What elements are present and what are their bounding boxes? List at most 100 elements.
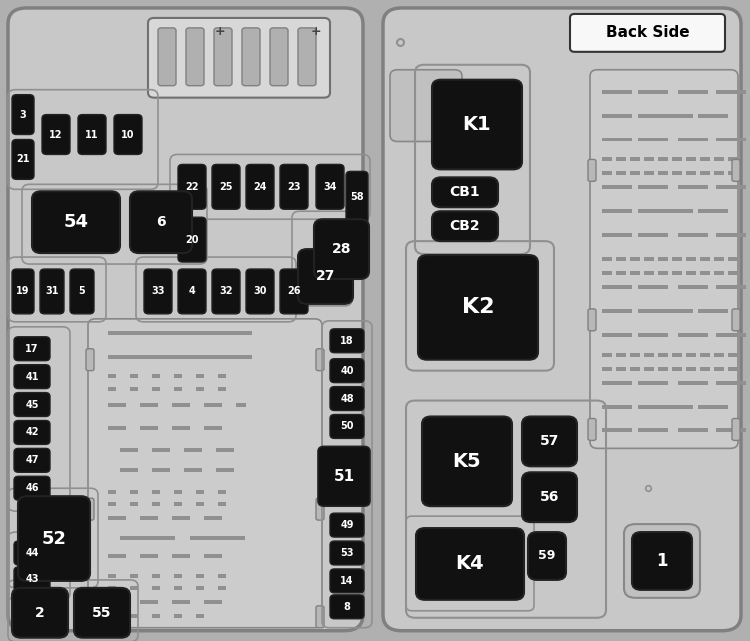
Bar <box>698 113 728 117</box>
Text: 8: 8 <box>344 602 350 612</box>
Bar <box>108 374 116 378</box>
Bar <box>130 586 138 590</box>
Text: 24: 24 <box>254 182 267 192</box>
Bar <box>174 490 182 494</box>
FancyBboxPatch shape <box>522 472 577 522</box>
Bar <box>714 257 724 261</box>
Text: 25: 25 <box>219 182 232 192</box>
Bar <box>714 367 724 370</box>
Bar <box>108 614 116 618</box>
FancyBboxPatch shape <box>298 249 353 304</box>
FancyBboxPatch shape <box>12 140 34 179</box>
FancyBboxPatch shape <box>330 541 364 565</box>
Bar <box>174 374 182 378</box>
Text: 11: 11 <box>86 129 99 140</box>
Text: K4: K4 <box>456 554 484 574</box>
Bar <box>686 257 696 261</box>
Bar <box>678 185 708 189</box>
Bar <box>602 113 632 117</box>
Bar <box>204 600 222 604</box>
FancyBboxPatch shape <box>588 309 596 331</box>
Bar <box>144 354 162 359</box>
Text: Back Side: Back Side <box>606 26 689 40</box>
Bar <box>700 367 710 370</box>
FancyBboxPatch shape <box>14 448 50 472</box>
Bar <box>728 367 738 370</box>
FancyBboxPatch shape <box>270 28 288 86</box>
Bar <box>152 374 160 378</box>
Bar <box>218 586 226 590</box>
Bar <box>616 271 626 275</box>
Bar <box>658 257 668 261</box>
FancyBboxPatch shape <box>432 178 498 207</box>
FancyBboxPatch shape <box>86 606 94 628</box>
Text: 19: 19 <box>16 287 30 296</box>
Bar <box>638 333 668 337</box>
Bar <box>698 404 728 408</box>
Bar <box>152 387 160 390</box>
Text: K2: K2 <box>462 297 494 317</box>
Text: 54: 54 <box>64 213 88 231</box>
Bar <box>130 574 138 578</box>
FancyBboxPatch shape <box>732 419 740 440</box>
Bar <box>602 428 632 433</box>
Bar <box>196 586 204 590</box>
FancyBboxPatch shape <box>14 365 50 388</box>
Text: 42: 42 <box>26 428 39 437</box>
Text: 43: 43 <box>26 574 39 584</box>
Bar <box>638 233 668 237</box>
Bar <box>658 367 668 370</box>
Bar <box>184 448 202 453</box>
FancyBboxPatch shape <box>12 95 34 135</box>
Text: 46: 46 <box>26 483 39 493</box>
Bar <box>602 185 632 189</box>
Bar <box>196 502 204 506</box>
Text: 22: 22 <box>185 182 199 192</box>
Bar <box>616 367 626 370</box>
Bar <box>184 469 202 472</box>
FancyBboxPatch shape <box>318 446 370 506</box>
Text: 45: 45 <box>26 399 39 410</box>
Text: 49: 49 <box>340 520 354 530</box>
Bar <box>196 490 204 494</box>
Bar <box>716 138 746 142</box>
Bar <box>108 574 116 578</box>
FancyBboxPatch shape <box>624 524 700 598</box>
FancyBboxPatch shape <box>588 419 596 440</box>
Bar <box>686 271 696 275</box>
Bar <box>644 367 654 370</box>
Text: 3: 3 <box>20 110 26 120</box>
FancyBboxPatch shape <box>144 269 172 314</box>
Bar <box>130 614 138 618</box>
Text: 23: 23 <box>287 182 301 192</box>
Text: 32: 32 <box>219 287 232 296</box>
Bar <box>180 354 198 359</box>
Bar <box>108 331 126 335</box>
Bar <box>152 574 160 578</box>
Bar <box>658 271 668 275</box>
Bar <box>672 367 682 370</box>
Text: 17: 17 <box>26 344 39 354</box>
Bar <box>728 158 738 162</box>
FancyBboxPatch shape <box>86 498 94 520</box>
Bar <box>602 333 632 337</box>
FancyBboxPatch shape <box>383 8 741 631</box>
FancyBboxPatch shape <box>14 420 50 444</box>
Bar <box>672 158 682 162</box>
FancyBboxPatch shape <box>346 171 368 223</box>
FancyBboxPatch shape <box>178 217 206 262</box>
Bar <box>728 257 738 261</box>
Bar <box>698 309 728 313</box>
Bar <box>714 158 724 162</box>
Bar <box>602 158 612 162</box>
Bar <box>218 490 226 494</box>
Bar <box>196 574 204 578</box>
Bar <box>672 171 682 176</box>
Bar <box>174 387 182 390</box>
FancyBboxPatch shape <box>12 588 68 638</box>
Bar <box>126 331 144 335</box>
Text: 14: 14 <box>340 576 354 586</box>
Bar <box>728 171 738 176</box>
Text: +: + <box>214 26 225 38</box>
Bar <box>658 171 668 176</box>
